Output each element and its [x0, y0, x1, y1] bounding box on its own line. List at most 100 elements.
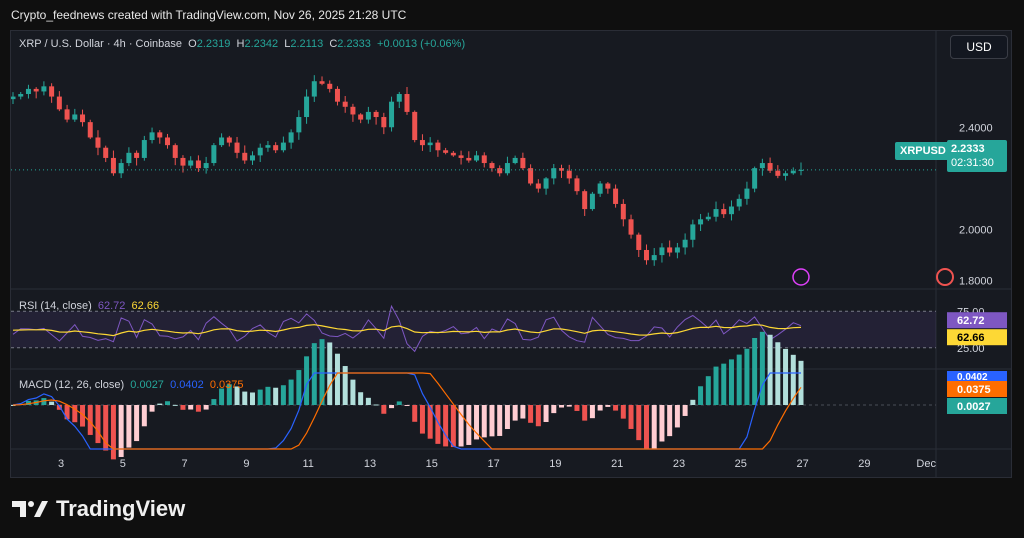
time-tick-label: 3	[58, 458, 64, 470]
currency-button[interactable]: USD	[950, 35, 1008, 59]
candle	[157, 132, 163, 138]
macd-histogram-bar	[211, 399, 217, 405]
candle	[674, 247, 680, 253]
candle	[427, 142, 433, 146]
macd-histogram-bar	[674, 405, 680, 428]
macd-histogram-bar	[296, 370, 302, 405]
candle	[327, 83, 333, 89]
candle	[180, 157, 186, 166]
macd-histogram-bar	[767, 334, 773, 405]
candle	[149, 132, 155, 141]
time-tick-label: 11	[302, 458, 313, 470]
price-tick-label: 2.4000	[959, 122, 993, 134]
candle	[497, 168, 503, 174]
price-tick-label: 1.8000	[959, 276, 993, 288]
macd-histogram-bar	[651, 405, 657, 449]
time-tick-label: 21	[611, 458, 623, 470]
time-tick-label: 17	[487, 458, 499, 470]
macd-line-tag-text: 0.0402	[957, 372, 988, 383]
macd-histogram-bar	[620, 405, 626, 419]
high-label: H	[236, 38, 245, 50]
macd-histogram-bar	[427, 405, 433, 439]
macd-histogram-bar	[381, 405, 387, 414]
candle	[566, 170, 572, 179]
candle	[543, 178, 549, 189]
candle	[296, 117, 302, 133]
macd-histogram-bar	[605, 405, 611, 407]
candle	[698, 219, 704, 225]
macd-histogram-bar	[419, 405, 425, 434]
rsi-value: 62.72	[97, 300, 126, 312]
macd-histogram-bar	[203, 405, 209, 410]
candle	[759, 163, 765, 169]
rsi-value-tag	[947, 312, 1007, 329]
candle	[118, 163, 124, 174]
candle	[528, 168, 534, 184]
macd-histogram-bar	[474, 405, 480, 440]
candle	[636, 234, 642, 250]
candle	[783, 173, 789, 176]
chart-panel[interactable]: 2.4000 2.0000 1.8000 3 5 7 9 11 13 15 17 19 21 23 25 27…	[10, 30, 1012, 478]
macd-signal-tag-text: 0.0375	[957, 384, 991, 396]
candle	[265, 145, 271, 148]
candle	[435, 142, 441, 151]
low-value: 2.2113	[290, 38, 324, 50]
macd-histogram-bar	[404, 405, 410, 406]
macd-histogram-bar	[126, 405, 132, 448]
macd-histogram-bar	[759, 331, 765, 405]
macd-histogram-bar	[103, 405, 109, 451]
candle	[798, 169, 804, 171]
macd-line-tag	[947, 371, 1007, 381]
rsi-ma-line	[12, 323, 802, 337]
low-label: L	[284, 38, 291, 50]
macd-histogram-bar	[643, 405, 649, 449]
macd-histogram-bar	[242, 391, 248, 405]
macd-histogram-bar	[134, 405, 140, 442]
time-tick-label: 15	[426, 458, 438, 470]
macd-histogram-bar	[342, 366, 348, 405]
chart-credit: Crypto_feednews created with TradingView…	[11, 8, 407, 22]
tradingview-logo-icon	[12, 501, 48, 517]
macd-histogram-bar	[528, 405, 534, 423]
macd-histogram-bar	[520, 405, 526, 419]
candle	[775, 170, 781, 176]
candle	[713, 209, 719, 217]
candle	[41, 86, 47, 92]
candle	[790, 170, 796, 174]
macd-signal-tag	[947, 381, 1007, 397]
macd-histogram-bar	[257, 389, 263, 405]
macd-histogram-bar	[790, 354, 796, 405]
candle	[728, 206, 734, 215]
candle	[195, 160, 201, 169]
macd-histogram-bar	[95, 405, 101, 444]
macd-histogram-bar	[280, 385, 286, 405]
candle	[767, 163, 773, 171]
macd-histogram-bar	[195, 405, 201, 412]
rsi-line	[12, 304, 802, 353]
macd-histogram-bar	[443, 405, 449, 447]
macd-histogram-bar	[512, 405, 518, 421]
rsi-value-tag-text: 62.72	[957, 315, 985, 327]
candle	[605, 183, 611, 189]
macd-histogram-bar	[450, 405, 456, 448]
macd-histogram-bar	[64, 405, 70, 420]
candle	[95, 137, 101, 148]
chart-canvas[interactable]: 2.4000 2.0000 1.8000 3 5 7 9 11 13 15 17 19 21 23 25 27…	[11, 31, 1011, 477]
macd-histogram-bar	[157, 403, 163, 405]
macd-histogram-bar	[273, 387, 279, 405]
macd-histogram-bar	[690, 399, 696, 405]
macd-histogram-bar	[358, 392, 364, 405]
open-value: 2.2319	[196, 38, 231, 50]
candle	[504, 163, 510, 174]
close-value: 2.2333	[337, 38, 371, 50]
candle	[373, 111, 379, 118]
macd-histogram-bar	[628, 405, 634, 429]
candle	[613, 188, 619, 204]
macd-histogram-bar	[504, 405, 510, 430]
macd-line-value: 0.0402	[170, 379, 204, 391]
rsi-ma-tag	[947, 329, 1007, 346]
macd-histogram-bar	[165, 401, 171, 405]
symbol-legend: XRP / U.S. Dollar · 4h · Coinbase O2.231…	[19, 38, 465, 50]
candle	[172, 145, 178, 158]
macd-hist-value: 0.0027	[130, 379, 164, 391]
